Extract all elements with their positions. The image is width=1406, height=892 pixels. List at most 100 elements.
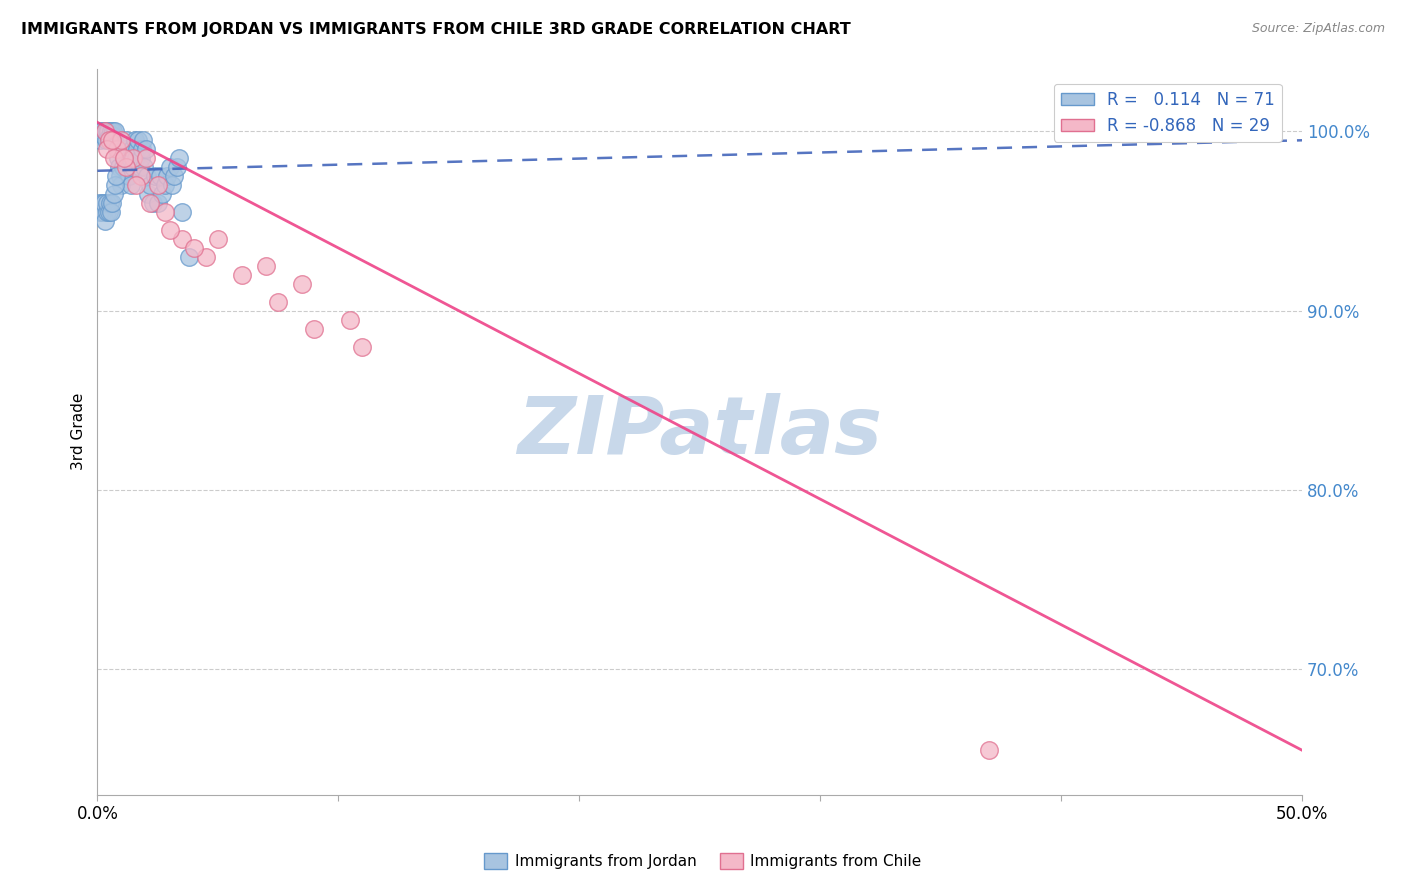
Point xyxy=(139,178,162,193)
Point xyxy=(97,205,120,219)
Point xyxy=(159,160,181,174)
Point xyxy=(91,124,114,138)
Point xyxy=(125,151,148,165)
Legend: Immigrants from Jordan, Immigrants from Chile: Immigrants from Jordan, Immigrants from … xyxy=(478,847,928,875)
Point xyxy=(96,142,118,156)
Point xyxy=(101,196,124,211)
Point xyxy=(152,187,174,202)
Point xyxy=(89,133,111,147)
Point xyxy=(111,160,134,174)
Y-axis label: 3rd Grade: 3rd Grade xyxy=(72,393,86,470)
Point xyxy=(124,133,146,147)
Point xyxy=(160,178,183,193)
Legend: R =   0.114   N = 71, R = -0.868   N = 29: R = 0.114 N = 71, R = -0.868 N = 29 xyxy=(1054,84,1282,142)
Point xyxy=(101,128,124,142)
Point xyxy=(129,151,152,165)
Point xyxy=(94,133,117,147)
Point xyxy=(105,142,128,156)
Point xyxy=(127,133,149,147)
Point xyxy=(110,178,132,193)
Point xyxy=(128,160,150,174)
Point xyxy=(166,160,188,174)
Point xyxy=(101,124,124,138)
Point xyxy=(135,151,157,165)
Point xyxy=(118,169,141,183)
Point xyxy=(135,142,157,156)
Point xyxy=(100,124,122,138)
Point xyxy=(194,250,217,264)
Point xyxy=(89,205,111,219)
Point xyxy=(98,129,121,144)
Point xyxy=(129,169,152,183)
Point xyxy=(183,241,205,255)
Point xyxy=(110,169,132,183)
Point xyxy=(112,151,135,165)
Point xyxy=(302,321,325,335)
Point xyxy=(132,133,155,147)
Point xyxy=(339,312,361,326)
Point xyxy=(107,151,129,165)
Point xyxy=(94,214,117,228)
Point xyxy=(139,196,162,211)
Point xyxy=(90,196,112,211)
Point xyxy=(120,178,142,193)
Point xyxy=(352,340,374,354)
Point xyxy=(105,169,128,183)
Point xyxy=(254,259,277,273)
Point xyxy=(131,142,153,156)
Point xyxy=(135,169,157,183)
Point xyxy=(163,169,186,183)
Point xyxy=(153,178,176,193)
Point xyxy=(104,124,127,138)
Text: Source: ZipAtlas.com: Source: ZipAtlas.com xyxy=(1251,22,1385,36)
Point xyxy=(177,250,200,264)
Point xyxy=(118,151,141,165)
Point xyxy=(121,142,143,156)
Point xyxy=(136,187,159,202)
Point xyxy=(142,196,165,211)
Point xyxy=(156,169,179,183)
Point xyxy=(117,160,139,174)
Point xyxy=(267,294,290,309)
Point xyxy=(115,160,138,174)
Point xyxy=(93,124,115,138)
Point xyxy=(103,133,125,147)
Point xyxy=(98,133,121,147)
Point xyxy=(98,196,121,211)
Text: ZIPatlas: ZIPatlas xyxy=(517,392,882,471)
Point xyxy=(114,142,136,156)
Point xyxy=(100,205,122,219)
Point xyxy=(93,124,115,138)
Point xyxy=(104,178,127,193)
Point xyxy=(96,124,118,138)
Point xyxy=(977,743,1000,757)
Point xyxy=(103,151,125,165)
Point xyxy=(143,169,166,183)
Point xyxy=(110,133,132,147)
Point xyxy=(93,128,115,142)
Point xyxy=(97,124,120,138)
Point xyxy=(96,205,118,219)
Text: IMMIGRANTS FROM JORDAN VS IMMIGRANTS FROM CHILE 3RD GRADE CORRELATION CHART: IMMIGRANTS FROM JORDAN VS IMMIGRANTS FRO… xyxy=(21,22,851,37)
Point xyxy=(108,160,131,174)
Point xyxy=(90,124,112,138)
Point xyxy=(125,178,148,193)
Point xyxy=(146,196,169,211)
Point xyxy=(291,277,314,291)
Point xyxy=(169,151,191,165)
Point xyxy=(93,196,115,211)
Point xyxy=(122,160,145,174)
Point xyxy=(231,268,253,282)
Point xyxy=(105,142,128,156)
Point xyxy=(127,142,149,156)
Point xyxy=(153,205,176,219)
Point xyxy=(207,232,229,246)
Point xyxy=(170,205,193,219)
Point xyxy=(96,196,118,211)
Point xyxy=(91,205,114,219)
Point xyxy=(134,160,156,174)
Point xyxy=(146,178,169,193)
Point xyxy=(103,187,125,202)
Point xyxy=(122,151,145,165)
Point xyxy=(115,133,138,147)
